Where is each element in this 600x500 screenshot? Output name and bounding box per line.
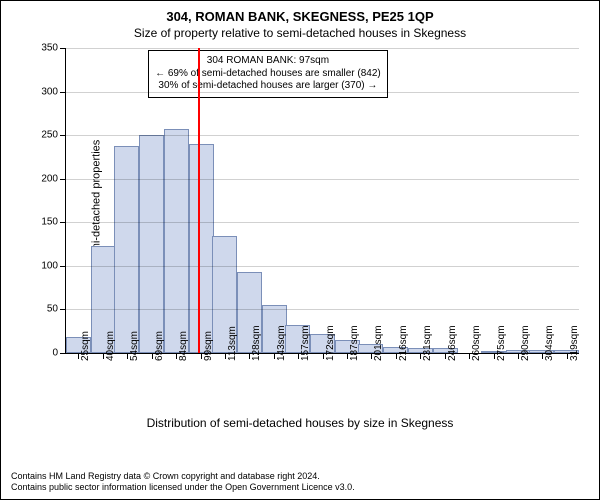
y-tick	[60, 135, 66, 136]
grid-line	[66, 222, 579, 223]
x-tick	[152, 353, 153, 359]
reference-line	[198, 48, 200, 353]
chart-container: 304, ROMAN BANK, SKEGNESS, PE25 1QP Size…	[0, 0, 600, 500]
x-tick-label: 157sqm	[300, 325, 311, 361]
x-tick-label: 290sqm	[520, 325, 531, 361]
grid-line	[66, 92, 579, 93]
footer-line-1: Contains HM Land Registry data © Crown c…	[11, 471, 355, 482]
x-tick-label: 187sqm	[349, 325, 360, 361]
x-tick-label: 143sqm	[276, 325, 287, 361]
grid-line	[66, 266, 579, 267]
x-tick-label: 54sqm	[129, 331, 140, 361]
grid-line	[66, 309, 579, 310]
histogram-bar	[114, 146, 139, 353]
x-tick-label: 172sqm	[325, 325, 336, 361]
y-tick	[60, 92, 66, 93]
chart-title: 304, ROMAN BANK, SKEGNESS, PE25 1QP	[11, 9, 589, 24]
x-tick	[396, 353, 397, 359]
y-tick-label: 250	[41, 130, 58, 141]
x-tick-label: 260sqm	[471, 325, 482, 361]
y-tick	[60, 353, 66, 354]
histogram-bar	[139, 135, 164, 353]
x-tick	[323, 353, 324, 359]
annotation-line-1: 304 ROMAN BANK: 97sqm	[155, 55, 381, 68]
y-tick-label: 300	[41, 86, 58, 97]
x-tick	[567, 353, 568, 359]
y-tick-label: 50	[47, 304, 58, 315]
x-tick	[469, 353, 470, 359]
x-tick	[298, 353, 299, 359]
footer-line-2: Contains public sector information licen…	[11, 482, 355, 493]
histogram-bar	[164, 129, 189, 353]
y-tick	[60, 309, 66, 310]
x-tick-label: 113sqm	[227, 326, 238, 361]
histogram-bar	[189, 144, 214, 353]
y-tick	[60, 222, 66, 223]
x-tick-label: 69sqm	[154, 331, 165, 361]
x-tick	[225, 353, 226, 359]
chart-subtitle: Size of property relative to semi-detach…	[11, 26, 589, 40]
y-tick-label: 100	[41, 260, 58, 271]
y-tick	[60, 179, 66, 180]
annotation-line-2: ← 69% of semi-detached houses are smalle…	[155, 68, 381, 81]
x-tick-label: 40sqm	[105, 331, 116, 361]
x-tick-label: 201sqm	[373, 325, 384, 361]
grid-line	[66, 179, 579, 180]
y-tick	[60, 48, 66, 49]
x-tick-label: 319sqm	[569, 325, 580, 361]
x-tick-label: 25sqm	[80, 331, 91, 361]
y-tick-label: 350	[41, 43, 58, 54]
y-tick-label: 150	[41, 217, 58, 228]
annotation-box: 304 ROMAN BANK: 97sqm ← 69% of semi-deta…	[148, 50, 388, 98]
plot-area: 304 ROMAN BANK: 97sqm ← 69% of semi-deta…	[65, 48, 579, 354]
x-tick	[542, 353, 543, 359]
x-tick	[494, 353, 495, 359]
x-tick	[371, 353, 372, 359]
x-tick-label: 231sqm	[422, 325, 433, 361]
grid-line	[66, 48, 579, 49]
footer-attribution: Contains HM Land Registry data © Crown c…	[11, 471, 355, 493]
y-tick	[60, 266, 66, 267]
x-tick-label: 275sqm	[496, 325, 507, 361]
x-tick-label: 216sqm	[398, 325, 409, 361]
chart-holder: Number of semi-detached properties 304 R…	[11, 44, 589, 414]
y-tick-label: 0	[52, 348, 58, 359]
x-tick-label: 304sqm	[544, 325, 555, 361]
x-tick	[127, 353, 128, 359]
x-axis-label: Distribution of semi-detached houses by …	[11, 416, 589, 430]
y-tick-label: 200	[41, 173, 58, 184]
x-tick-label: 246sqm	[447, 325, 458, 361]
x-tick-label: 99sqm	[203, 331, 214, 361]
grid-line	[66, 135, 579, 136]
x-tick-label: 84sqm	[178, 331, 189, 361]
x-tick-label: 128sqm	[251, 325, 262, 361]
